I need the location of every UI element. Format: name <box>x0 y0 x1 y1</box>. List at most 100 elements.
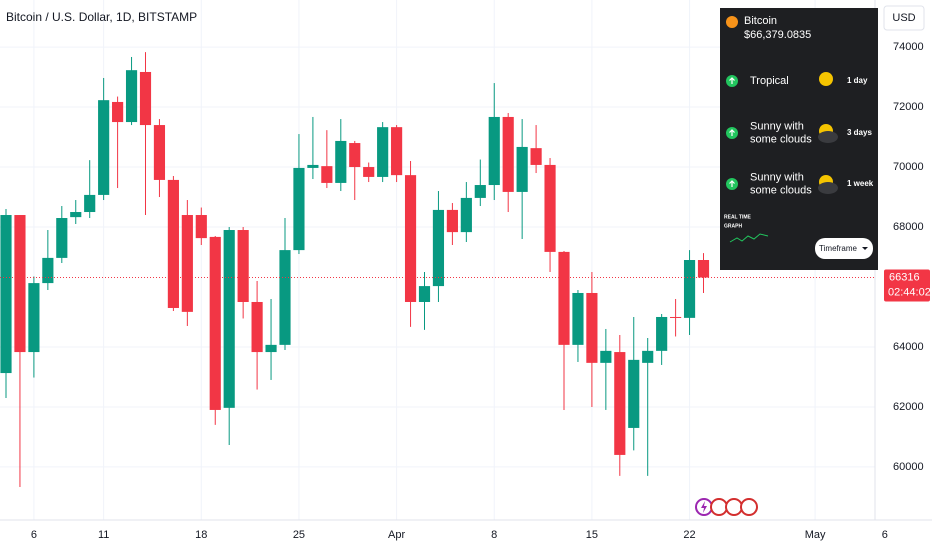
timeframe-button[interactable] <box>815 238 873 259</box>
trend-arrow <box>729 180 735 187</box>
candle-body <box>84 194 96 213</box>
forecast-label: some clouds <box>750 133 812 145</box>
candle-body <box>628 359 640 428</box>
candle-body <box>28 283 40 353</box>
candle-body <box>251 301 263 353</box>
event-icon[interactable] <box>725 498 743 516</box>
sparkline <box>729 233 769 243</box>
x-tick-label: May <box>805 529 826 541</box>
x-tick-label: Apr <box>388 529 405 541</box>
forecast-label: Sunny with <box>750 120 804 132</box>
candle-body <box>0 215 12 374</box>
cloud-icon <box>818 131 838 143</box>
candle-body <box>516 146 528 192</box>
candle-body <box>404 175 417 302</box>
y-tick-label: 60000 <box>893 461 924 473</box>
candle-body <box>139 71 152 126</box>
x-tick-label: 8 <box>491 529 497 541</box>
candle-body <box>614 352 626 455</box>
widget-name: Bitcoin <box>744 15 777 27</box>
currency-button[interactable] <box>883 5 925 31</box>
event-icons <box>695 498 758 516</box>
sun-icon <box>819 72 833 86</box>
candle-body <box>418 286 431 302</box>
candle-body <box>56 218 68 258</box>
y-tick-label: 64000 <box>893 341 924 353</box>
candle-body <box>349 143 361 168</box>
y-tick-label: 70000 <box>893 161 924 173</box>
last-price-box <box>884 269 930 302</box>
y-tick-label: 68000 <box>893 221 924 233</box>
candle-body <box>586 292 598 363</box>
event-icon[interactable] <box>710 498 728 516</box>
candle-body <box>683 260 696 318</box>
bolt <box>701 501 707 513</box>
last-price-label: 66316 <box>889 271 920 283</box>
currency-label[interactable]: USD <box>892 12 915 24</box>
x-tick-label: 15 <box>586 529 598 541</box>
timeframe-label[interactable]: Timeframe <box>819 244 857 253</box>
candle-body <box>363 167 375 177</box>
x-tick-label: 25 <box>293 529 305 541</box>
trend-arrow <box>729 129 735 136</box>
x-tick-label: 11 <box>98 529 109 541</box>
candle-body <box>558 251 570 345</box>
y-tick-label: 72000 <box>893 101 924 113</box>
candle-body <box>42 257 54 284</box>
candle-body <box>279 250 291 345</box>
x-tick-label: 6 <box>31 529 37 541</box>
widget-panel <box>720 8 878 270</box>
candle-body <box>544 164 556 252</box>
candle-body <box>656 316 668 351</box>
candle-body <box>167 179 179 308</box>
candle-body <box>446 209 458 233</box>
candle-body <box>307 164 319 168</box>
candle-body <box>391 127 403 176</box>
countdown-label: 02:44:02 <box>888 286 931 298</box>
candle-body <box>265 344 277 353</box>
forecast-label: Sunny with <box>750 171 804 183</box>
forecast-period: 1 week <box>847 179 874 188</box>
candle-body <box>237 230 249 302</box>
forecast-period: 3 days <box>847 128 872 137</box>
x-tick-label: 22 <box>683 529 695 541</box>
y-tick-label: 74000 <box>893 41 924 53</box>
candle-body <box>502 116 514 192</box>
candle-body <box>600 350 612 363</box>
x-tick-label: 18 <box>195 529 207 541</box>
candle-body <box>572 292 584 345</box>
y-tick-label: 62000 <box>893 401 924 413</box>
candle-body <box>335 140 347 183</box>
candle-body <box>223 230 235 408</box>
candle-body <box>321 166 333 183</box>
forecast-period: 1 day <box>847 76 868 85</box>
candle-body <box>112 101 124 123</box>
candle-body <box>432 209 445 287</box>
candle-body <box>697 260 710 278</box>
dropdown-arrow <box>862 247 868 250</box>
candle-body <box>474 185 486 198</box>
candle-body <box>209 236 221 410</box>
candle-body <box>181 215 193 312</box>
graph-label: GRAPH <box>724 223 742 229</box>
candle-body <box>460 197 472 233</box>
event-icon[interactable] <box>740 498 758 516</box>
forecast-label: some clouds <box>750 184 812 196</box>
graph-label: REAL TIME <box>724 214 752 220</box>
candle-body <box>125 70 138 123</box>
widget: Bitcoin $66,379.0835 Tropical 1 day Sunny … <box>720 8 878 270</box>
candle-body <box>642 350 654 363</box>
trend-arrow <box>729 77 735 84</box>
candle-body <box>98 100 110 195</box>
bitcoin-icon <box>726 16 738 28</box>
candles <box>0 52 710 488</box>
candle-body <box>488 116 500 186</box>
widget-price: $66,379.0835 <box>744 29 811 41</box>
forecast-label: Tropical <box>750 75 789 87</box>
candle-body <box>70 212 82 218</box>
candle-body <box>14 215 26 353</box>
candle-body <box>530 148 542 165</box>
cloud-icon <box>818 182 838 194</box>
